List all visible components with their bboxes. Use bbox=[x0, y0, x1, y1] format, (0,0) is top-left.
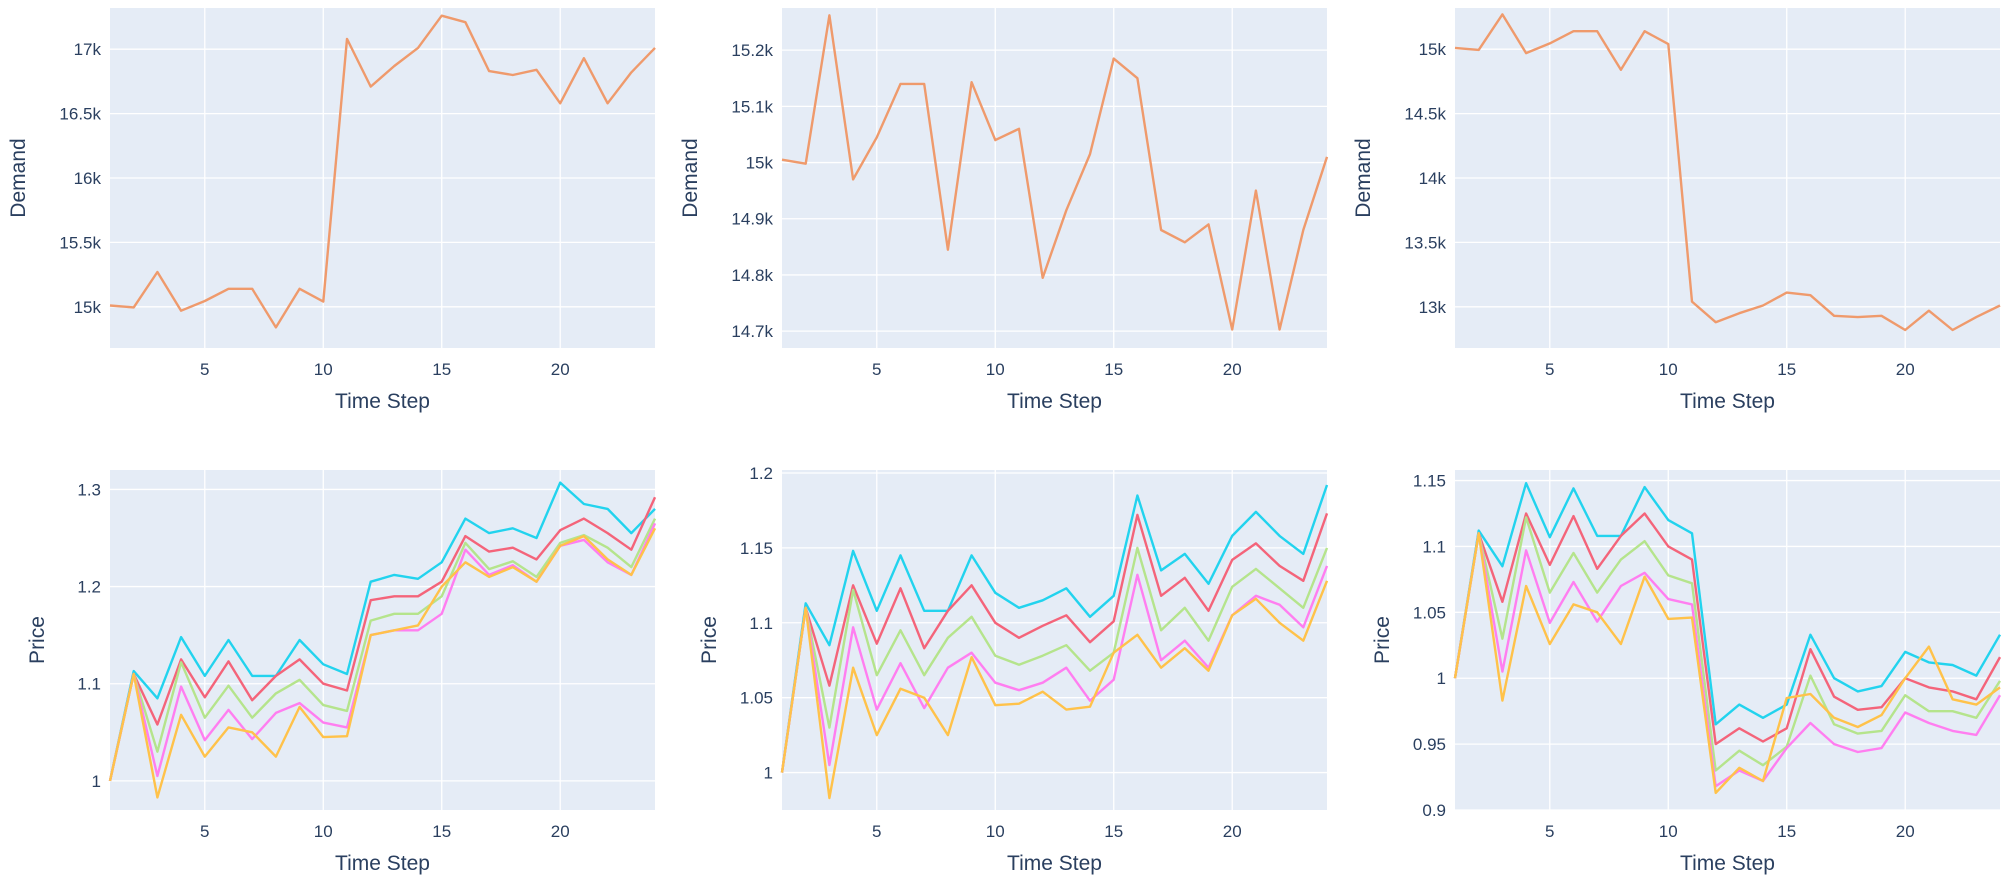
y-tick-label: 14k bbox=[1419, 169, 1447, 188]
x-tick-label: 20 bbox=[551, 822, 570, 841]
series-line-3 bbox=[780, 546, 1329, 773]
x-tick-label: 20 bbox=[1223, 360, 1242, 379]
y-tick-label: 1.1 bbox=[749, 614, 773, 633]
y-tick-label: 15.1k bbox=[731, 97, 773, 116]
y-tick-label: 0.9 bbox=[1422, 801, 1446, 820]
y-tick-label: 1.3 bbox=[77, 480, 101, 499]
y-tick-label: 1.15 bbox=[1413, 472, 1446, 491]
x-tick-label: 20 bbox=[1223, 822, 1242, 841]
series-line-2 bbox=[108, 496, 657, 782]
y-tick-label: 16k bbox=[74, 169, 102, 188]
series-line-1 bbox=[780, 484, 1329, 773]
plot-area bbox=[782, 470, 1327, 810]
y-axis-title: Demand bbox=[679, 138, 702, 217]
y-tick-label: 14.9k bbox=[731, 210, 773, 229]
series-line-3 bbox=[1453, 516, 2002, 772]
x-axis-title: Time Step bbox=[335, 852, 430, 875]
x-tick-label: 15 bbox=[1104, 822, 1123, 841]
x-tick-label: 10 bbox=[314, 360, 333, 379]
y-tick-label: 14.5k bbox=[1404, 105, 1446, 124]
y-tick-label: 1 bbox=[764, 764, 773, 783]
x-axis-title: Time Step bbox=[1007, 852, 1102, 875]
subplot-4: 5 10 15 20 1 1.1 1.2 1.3 Time Step Price bbox=[26, 470, 657, 875]
y-tick-label: 15k bbox=[1419, 40, 1447, 59]
y-tick-label: 17k bbox=[74, 40, 102, 59]
plot-area bbox=[1455, 470, 2000, 810]
y-axis-title: Demand bbox=[7, 138, 30, 217]
x-tick-label: 10 bbox=[1659, 360, 1678, 379]
y-axis-title: Price bbox=[1371, 616, 1394, 664]
x-tick-label: 15 bbox=[1777, 360, 1796, 379]
y-tick-label: 1.1 bbox=[1422, 537, 1446, 556]
y-axis-title: Price bbox=[26, 616, 49, 664]
x-tick-label: 20 bbox=[1896, 360, 1915, 379]
x-tick-label: 15 bbox=[1777, 822, 1796, 841]
y-tick-label: 14.7k bbox=[731, 322, 773, 341]
y-tick-label: 16.5k bbox=[59, 105, 101, 124]
x-axis-title: Time Step bbox=[335, 390, 430, 413]
x-tick-label: 15 bbox=[432, 822, 451, 841]
x-tick-label: 15 bbox=[432, 360, 451, 379]
series-line-2 bbox=[780, 513, 1329, 773]
y-tick-label: 15k bbox=[74, 298, 102, 317]
subplot-6: 5 10 15 20 0.9 0.95 1 1.05 1.1 1.15 Time Step Price bbox=[1371, 470, 2002, 875]
plot-area bbox=[782, 8, 1327, 348]
y-tick-label: 1 bbox=[92, 772, 101, 791]
series-line-1 bbox=[108, 481, 656, 782]
y-tick-label: 15.5k bbox=[59, 233, 101, 252]
y-tick-label: 1.2 bbox=[749, 464, 773, 483]
plot-area bbox=[110, 470, 655, 810]
x-tick-label: 5 bbox=[200, 360, 209, 379]
series-line-1 bbox=[781, 14, 1329, 331]
y-tick-label: 15.2k bbox=[731, 41, 773, 60]
x-tick-label: 5 bbox=[1545, 360, 1554, 379]
x-tick-label: 10 bbox=[986, 360, 1005, 379]
x-tick-label: 5 bbox=[1545, 822, 1554, 841]
series-line-5 bbox=[780, 580, 1329, 800]
y-tick-label: 1.05 bbox=[740, 689, 773, 708]
x-tick-label: 5 bbox=[872, 360, 881, 379]
y-axis-title: Demand bbox=[1352, 138, 1375, 217]
series-line-1 bbox=[1454, 13, 2001, 332]
series-line-1 bbox=[109, 14, 656, 329]
series-line-1 bbox=[1453, 482, 2002, 726]
x-axis-title: Time Step bbox=[1680, 852, 1775, 875]
x-tick-label: 5 bbox=[200, 822, 209, 841]
y-axis-title: Price bbox=[698, 616, 721, 664]
series-line-3 bbox=[108, 518, 657, 782]
x-axis-title: Time Step bbox=[1680, 390, 1775, 413]
y-tick-label: 1.2 bbox=[77, 578, 101, 597]
x-tick-label: 5 bbox=[872, 822, 881, 841]
x-tick-label: 20 bbox=[551, 360, 570, 379]
x-tick-label: 15 bbox=[1104, 360, 1123, 379]
y-tick-label: 1.05 bbox=[1413, 603, 1446, 622]
x-tick-label: 10 bbox=[314, 822, 333, 841]
subplot-1: 5 10 15 20 15k 15.5k 16k 16.5k 17k Time Step Deman… bbox=[7, 8, 656, 413]
x-tick-label: 10 bbox=[1659, 822, 1678, 841]
y-tick-label: 14.8k bbox=[731, 266, 773, 285]
series-line-2 bbox=[1453, 512, 2002, 746]
y-tick-label: 1 bbox=[1437, 669, 1446, 688]
y-tick-label: 1.1 bbox=[77, 675, 101, 694]
y-tick-label: 13.5k bbox=[1404, 233, 1446, 252]
y-tick-label: 13k bbox=[1419, 298, 1447, 317]
subplot-2: 5 10 15 20 14.7k 14.8k 14.9k 15k 15.1k 15.2k Time … bbox=[679, 8, 1329, 413]
y-tick-label: 0.95 bbox=[1413, 735, 1446, 754]
series-line-5 bbox=[1453, 532, 2001, 795]
series-line-4 bbox=[1453, 532, 2002, 788]
x-tick-label: 10 bbox=[986, 822, 1005, 841]
subplot-5: 5 10 15 20 1 1.05 1.1 1.15 1.2 Time Step Price bbox=[698, 464, 1329, 875]
y-tick-label: 15k bbox=[746, 154, 774, 173]
x-axis-title: Time Step bbox=[1007, 390, 1102, 413]
series-line-5 bbox=[108, 527, 657, 799]
subplot-3: 5 10 15 20 13k 13.5k 14k 14.5k 15k Time Step Deman… bbox=[1352, 8, 2001, 413]
y-tick-label: 1.15 bbox=[740, 539, 773, 558]
x-tick-label: 20 bbox=[1896, 822, 1915, 841]
